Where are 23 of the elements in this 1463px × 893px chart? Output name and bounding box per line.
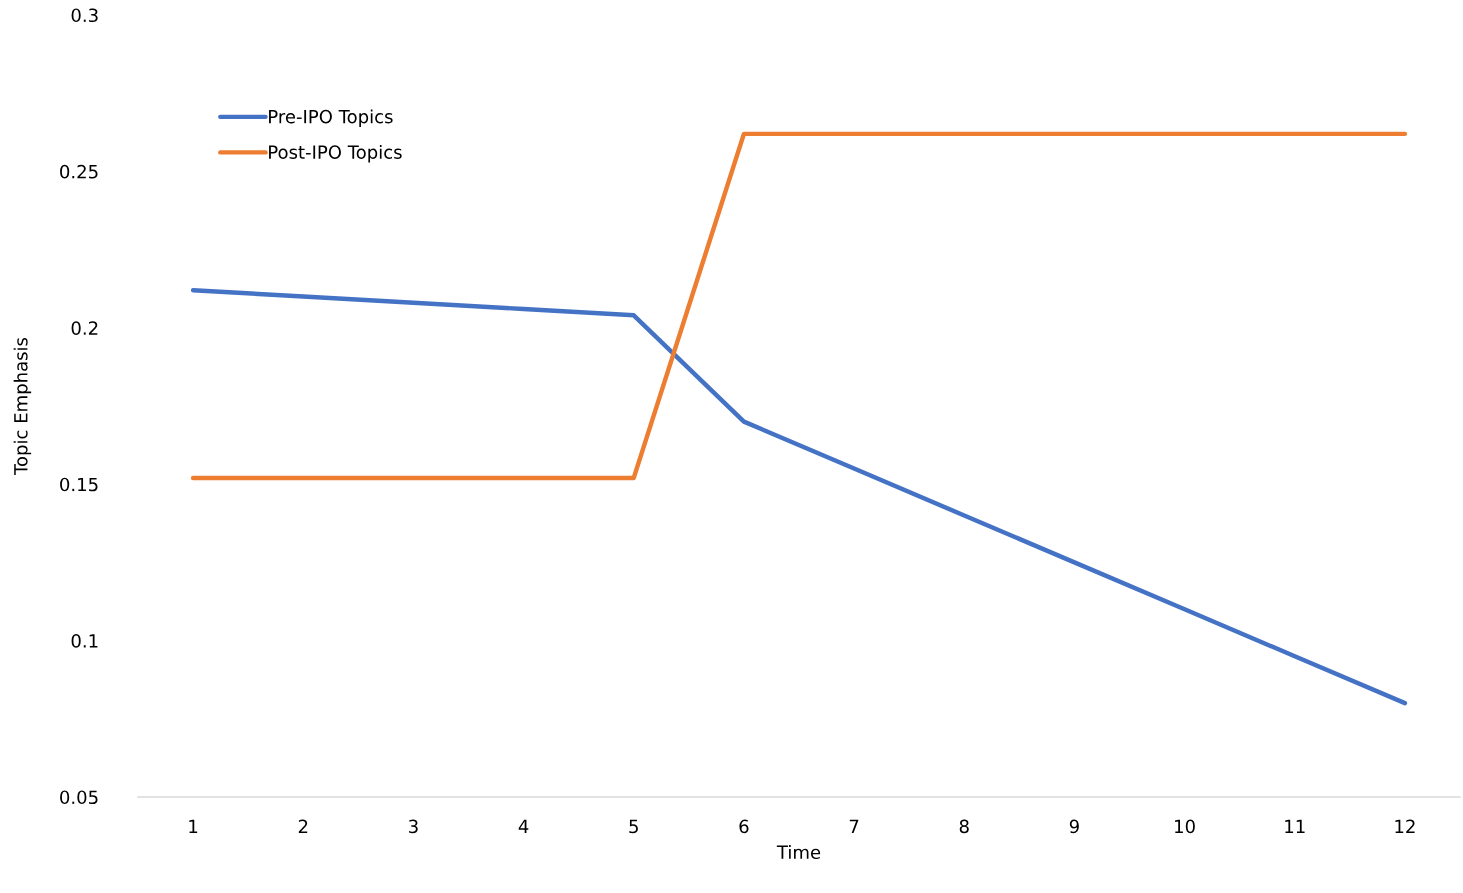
x-tick-label: 12 (1395, 819, 1415, 833)
y-axis-title: Topic Emphasis (13, 337, 32, 476)
x-tick-label: 2 (298, 819, 308, 833)
x-tick-label: 7 (849, 819, 859, 833)
x-tick-label: 4 (518, 819, 529, 833)
y-tick-label: 0.15 (60, 477, 98, 492)
y-tick-label: 0.2 (71, 321, 98, 335)
x-tick-label: 6 (739, 819, 749, 834)
x-tick-label: 8 (959, 819, 969, 834)
y-tick-label: 0.25 (60, 164, 98, 179)
legend-label: Pre-IPO Topics (269, 109, 393, 127)
y-tick-label: 0.3 (71, 8, 98, 23)
line-series (190, 288, 1408, 706)
x-tick-label: 5 (629, 819, 638, 834)
x-tick-label: 3 (409, 819, 418, 834)
y-tick-label: 0.05 (60, 790, 98, 805)
x-tick-label: 11 (1285, 819, 1305, 833)
x-tick-label: 9 (1069, 819, 1079, 834)
legend-label: Post-IPO Topics (269, 144, 402, 163)
y-tick-label: 0.1 (71, 634, 98, 648)
x-tick-label: 10 (1175, 819, 1195, 834)
x-axis-title: Time (776, 845, 821, 860)
x-tick-label: 1 (189, 819, 198, 833)
